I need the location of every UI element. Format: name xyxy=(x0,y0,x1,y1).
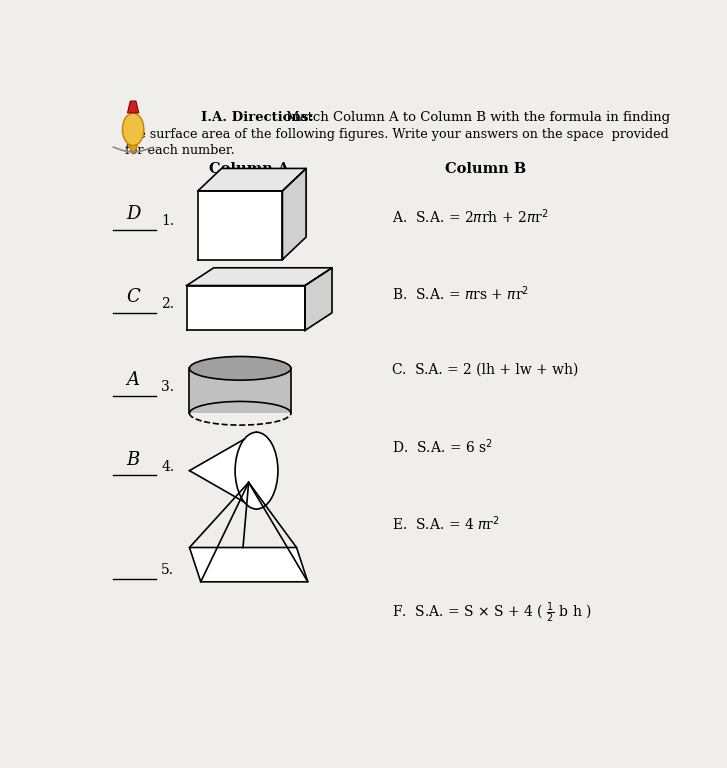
Text: D.  S.A. = 6 s$^2$: D. S.A. = 6 s$^2$ xyxy=(393,438,493,456)
Polygon shape xyxy=(127,101,139,113)
Text: I.A. Directions:: I.A. Directions: xyxy=(201,111,313,124)
Polygon shape xyxy=(187,268,332,286)
Text: A: A xyxy=(126,371,140,389)
Polygon shape xyxy=(283,168,306,260)
Text: 2.: 2. xyxy=(161,297,174,311)
Polygon shape xyxy=(190,432,257,509)
Polygon shape xyxy=(198,168,306,191)
Text: 4.: 4. xyxy=(161,459,174,474)
Text: Column A: Column A xyxy=(209,162,289,176)
Ellipse shape xyxy=(190,356,291,380)
Text: A.  S.A. = 2$\pi$rh + 2$\pi$r$^2$: A. S.A. = 2$\pi$rh + 2$\pi$r$^2$ xyxy=(393,207,549,226)
Text: B.  S.A. = $\pi$rs + $\pi$r$^2$: B. S.A. = $\pi$rs + $\pi$r$^2$ xyxy=(393,284,529,303)
Text: E.  S.A. = 4 $\pi$r$^2$: E. S.A. = 4 $\pi$r$^2$ xyxy=(393,515,500,533)
Text: Match Column A to Column B with the formula in finding: Match Column A to Column B with the form… xyxy=(201,111,670,124)
Text: 1.: 1. xyxy=(161,214,174,228)
Text: D: D xyxy=(126,206,140,223)
Polygon shape xyxy=(187,286,305,330)
Text: Column B: Column B xyxy=(445,162,526,176)
Text: 5.: 5. xyxy=(161,563,174,577)
Text: F.  S.A. = S $\times$ S + 4 ( $\frac{1}{2}$ b h ): F. S.A. = S $\times$ S + 4 ( $\frac{1}{2… xyxy=(393,601,592,624)
Text: B: B xyxy=(126,451,140,468)
Polygon shape xyxy=(305,268,332,330)
Text: the surface area of the following figures. Write your answers on the space  prov: the surface area of the following figure… xyxy=(125,127,668,141)
Text: for each number.: for each number. xyxy=(125,144,234,157)
Polygon shape xyxy=(198,191,283,260)
Polygon shape xyxy=(190,369,291,413)
Ellipse shape xyxy=(235,432,278,509)
Text: 3.: 3. xyxy=(161,379,174,394)
Polygon shape xyxy=(190,548,308,582)
Polygon shape xyxy=(129,145,137,154)
Ellipse shape xyxy=(122,113,144,146)
Text: C: C xyxy=(126,288,140,306)
Text: C.  S.A. = 2 (lh + lw + wh): C. S.A. = 2 (lh + lw + wh) xyxy=(393,363,579,377)
